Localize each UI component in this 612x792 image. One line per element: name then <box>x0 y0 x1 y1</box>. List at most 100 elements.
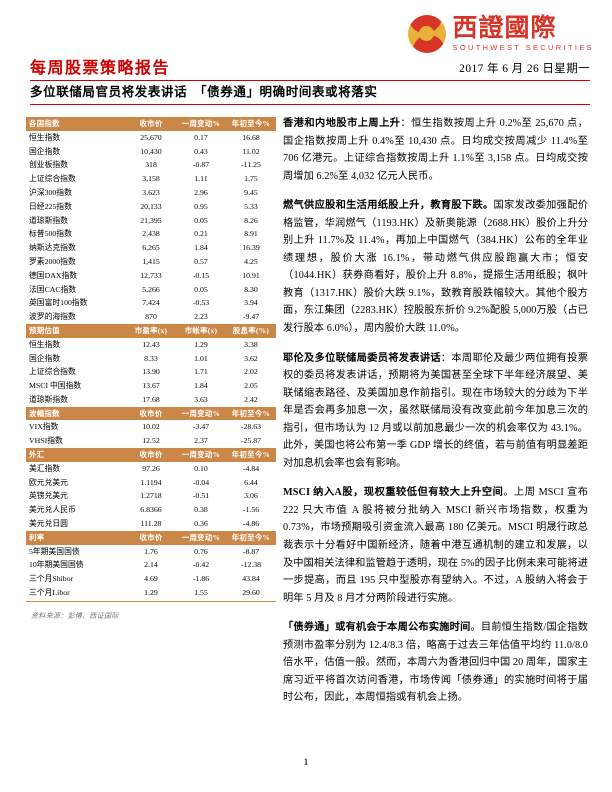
cell-value: 21,395 <box>140 215 162 225</box>
row-label: 波罗的海指数 <box>29 312 76 322</box>
table-row: 欧元兑美元 1.1194 -0.04 6.44 <box>26 476 276 490</box>
article-paragraph: 耶伦及多位联储局委员将发表讲话：本周耶伦及最少两位拥有投票权的委员将发表讲话，预… <box>283 350 588 473</box>
row-label: 欧元兑美元 <box>29 477 68 487</box>
table-row: 美元兑日圆 111.28 0.36 -4.86 <box>26 517 276 531</box>
cell-value: 5.33 <box>244 201 258 211</box>
cell-value: 0.10 <box>194 463 208 473</box>
row-label: 10年期美国国债 <box>29 560 84 570</box>
table-section-header: 利率 收市价 一周变动% 年初至今% <box>26 530 276 545</box>
column-header: 收市价 <box>126 117 176 131</box>
row-label: 罗素2000指数 <box>29 256 76 266</box>
cell-value: 20,133 <box>140 201 162 211</box>
cell-value: -25.87 <box>240 436 262 446</box>
row-label: 道琼斯指数 <box>29 215 68 225</box>
cell-value: -0.15 <box>192 270 210 280</box>
cell-value: 11.02 <box>242 146 260 156</box>
cell-value: 10.91 <box>242 270 260 280</box>
page-number: 1 <box>303 758 309 768</box>
table-row: 国企指数 10,430 0.43 11.02 <box>26 145 276 159</box>
column-header: 收市价 <box>126 530 176 545</box>
cell-value: 1.55 <box>194 588 208 598</box>
cell-value: 0.57 <box>194 256 208 266</box>
title-row: 每周股票策略报告 2017 年 6 月 26 日星期一 <box>30 60 590 78</box>
paragraph-body: ：本周耶伦及最少两位拥有投票权的委员将发表讲话，预期将为美国甚至全球下半年经济展… <box>283 352 589 469</box>
cell-value: -11.25 <box>241 160 261 170</box>
article-paragraph: 「债券通」或有机会于本周公布实施时间。目前恒生指数/国企指数预测市盈率分别为 1… <box>283 619 588 707</box>
cell-value: 1,415 <box>142 256 160 266</box>
cell-value: -12.38 <box>240 560 262 570</box>
paragraph-body: 。上周 MSCI 宣布 222 只大市值 A 股将被分批纳入 MSCI 新兴市场… <box>283 487 588 604</box>
table-row: MSCI 中国指数 13.67 1.84 2.05 <box>26 379 276 393</box>
table-section-header: 各国指数 收市价 一周变动% 年初至今% <box>26 117 276 131</box>
paragraph-body: 国家发改委加强配价格监管，华润燃气（1193.HK）及新奥能源（2688.HK）… <box>283 200 589 335</box>
cell-value: 318 <box>145 160 157 170</box>
cell-value: 12,733 <box>140 270 162 280</box>
cell-value: 0.05 <box>194 284 208 294</box>
cell-value: 1.29 <box>194 339 208 349</box>
row-label: 日经225指数 <box>29 201 72 211</box>
table-row: 三个月Libor 1.29 1.55 29.60 <box>26 586 276 600</box>
table-row: VHSI指数 12.52 2.37 -25.87 <box>26 434 276 448</box>
cell-value: 0.76 <box>194 546 208 556</box>
cell-value: 97.26 <box>142 463 160 473</box>
logo-wordmark: 西證國際 SOUTHWEST SECURITIES <box>453 16 595 51</box>
cell-value: 3,158 <box>142 174 160 184</box>
section-label: 外汇 <box>26 448 126 462</box>
table-row: 道琼斯指数 17.68 3.63 2.42 <box>26 393 276 407</box>
cell-value: 13.67 <box>142 381 160 391</box>
column-header: 收市价 <box>126 406 176 421</box>
table-row: 国企指数 8.33 1.01 3.62 <box>26 352 276 366</box>
cell-value: 870 <box>145 312 157 322</box>
cell-value: 2.96 <box>194 187 208 197</box>
cell-value: 2.05 <box>244 381 258 391</box>
cell-value: 2.02 <box>244 367 258 377</box>
cell-value: 0.95 <box>194 201 208 211</box>
table-row: 法国CAC指数 5,266 0.05 8.30 <box>26 283 276 297</box>
cell-value: -0.53 <box>192 298 210 308</box>
table-row: 道琼斯指数 21,395 0.05 8.26 <box>26 214 276 228</box>
row-label: 恒生指数 <box>29 339 61 349</box>
cell-value: 8.33 <box>144 353 158 363</box>
section-label: 各国指数 <box>26 117 126 131</box>
section-label: 波幅指数 <box>26 406 126 421</box>
cell-value: -9.47 <box>242 312 260 322</box>
cell-value: 1.84 <box>194 381 208 391</box>
cell-value: 5,266 <box>142 284 160 294</box>
page-title: 每周股票策略报告 <box>30 60 171 78</box>
cell-value: -0.42 <box>192 560 210 570</box>
section-label: 利率 <box>26 530 126 545</box>
table-row: 美汇指数 97.26 0.10 -4.84 <box>26 462 276 476</box>
table-row: 标普500指数 2,438 0.21 8.91 <box>26 227 276 241</box>
row-label: 恒生指数 <box>29 132 61 142</box>
row-label: 标普500指数 <box>29 229 72 239</box>
row-label: VHSI指数 <box>29 436 63 446</box>
logo-chinese-name: 西證國際 <box>452 15 557 43</box>
cell-value: 1.29 <box>144 588 158 598</box>
cell-value: -0.87 <box>192 160 210 170</box>
cell-value: 43.84 <box>242 574 260 584</box>
column-header: 股息率(%) <box>226 323 276 338</box>
paragraph-body: ：恒生指数按周上升 0.2%至 25,670 点，国企指数按周上升 0.4%至 … <box>283 118 588 182</box>
market-table: 各国指数 收市价 一周变动% 年初至今% 恒生指数 25,670 0.17 16.68 国企指数… <box>26 117 276 600</box>
cell-value: 6.8366 <box>140 505 162 515</box>
row-label: 三个月Libor <box>29 588 70 598</box>
cell-value: 0.36 <box>194 519 208 529</box>
cell-value: 3.06 <box>244 491 258 501</box>
row-label: 纳斯达克指数 <box>29 243 76 253</box>
column-header: 一周变动% <box>176 448 226 462</box>
column-header: 年初至今% <box>226 448 276 462</box>
table-row: 罗素2000指数 1,415 0.57 4.25 <box>26 255 276 269</box>
cell-value: 2.37 <box>194 436 208 446</box>
cell-value: 10.02 <box>142 422 160 432</box>
cell-value: 29.60 <box>242 588 260 598</box>
cell-value: 1.71 <box>194 367 208 377</box>
paragraph-lead: 耶伦及多位联储局委员将发表讲话 <box>283 352 441 364</box>
cell-value: -0.51 <box>192 491 210 501</box>
row-label: 三个月Shibor <box>29 574 74 584</box>
cell-value: 6,265 <box>142 243 160 253</box>
cell-value: 3.62 <box>244 353 258 363</box>
column-header: 一周变动% <box>176 406 226 421</box>
cell-value: 10,430 <box>140 146 162 156</box>
column-header: 年初至今% <box>226 530 276 545</box>
cell-value: 1.76 <box>144 546 158 556</box>
